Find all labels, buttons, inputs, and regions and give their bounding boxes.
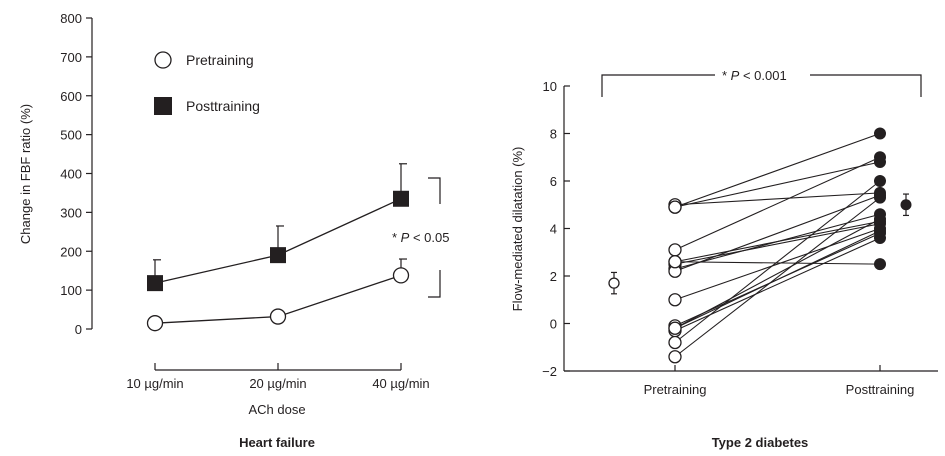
t2d-pair-line [674, 197, 881, 358]
hf-y-tick-label: 0 [75, 322, 82, 337]
t2d-point-posttraining [874, 224, 886, 237]
t2d-caption: Type 2 diabetes [712, 435, 809, 450]
t2d-point-pretraining [668, 350, 682, 364]
t2d-pair-line [674, 180, 881, 343]
t2d-pair-line [674, 218, 881, 329]
t2d-mean-posttraining [900, 199, 912, 211]
legend-marker-posttraining [154, 97, 172, 115]
hf-y-tick-label: 500 [60, 128, 82, 143]
t2d-point-pretraining [668, 243, 682, 257]
hf-significance-star: * [392, 230, 401, 245]
t2d-point-posttraining [874, 175, 886, 187]
t2d-mean-pretraining [608, 277, 620, 289]
t2d-y-tick-label: 4 [550, 222, 557, 237]
t2d-y-tick-label: 0 [550, 317, 557, 332]
t2d-y-axis-label: Flow-mediated dilatation (%) [510, 147, 525, 312]
t2d-bracket-right [810, 74, 922, 97]
t2d-point-pretraining [668, 335, 682, 350]
t2d-significance-star: * [722, 68, 731, 83]
t2d-point-posttraining [874, 258, 886, 271]
t2d-y-tick-label: 10 [543, 79, 557, 94]
hf-significance-bracket: * P < 0.05 [392, 177, 449, 298]
hf-legend: Pretraining Posttraining [154, 51, 260, 115]
t2d-pair-line [674, 194, 881, 272]
hf-y-tick-label: 200 [60, 244, 82, 259]
hf-point-posttraining [270, 247, 286, 264]
t2d-pair-line [674, 237, 881, 332]
hf-y-tick-label: 400 [60, 167, 82, 182]
t2d-bracket-left [601, 74, 715, 97]
t2d-point-posttraining [874, 191, 886, 204]
t2d-significance-text: < 0.001 [739, 68, 786, 83]
t2d-point-pretraining [668, 293, 682, 307]
hf-x-axis-label: ACh dose [248, 402, 305, 417]
t2d-pair-line [674, 223, 881, 265]
t2d-pair-line [674, 161, 881, 208]
t2d-pair-line [674, 227, 881, 301]
hf-bracket-upper [428, 177, 441, 204]
hf-y-tick-label: 800 [60, 11, 82, 26]
hf-significance-p: P [401, 230, 410, 245]
legend-label-pretraining: Pretraining [186, 52, 254, 68]
hf-significance-text: < 0.05 [409, 230, 449, 245]
t2d-point-posttraining [874, 127, 886, 140]
heart-failure-chart: Change in FBF ratio (%) 0 100 200 300 400 500… [18, 11, 449, 450]
t2d-pair-line [674, 132, 881, 208]
t2d-pair-line [674, 192, 881, 206]
t2d-point-posttraining [874, 213, 886, 225]
hf-x-tick-label: 20 µg/min [249, 376, 306, 391]
hf-y-tick-label: 300 [60, 205, 82, 220]
t2d-significance-label: * P < 0.001 [722, 68, 787, 83]
hf-x-tick-label: 40 µg/min [372, 376, 429, 391]
t2d-means [608, 193, 912, 295]
hf-point-posttraining [147, 275, 163, 292]
t2d-pair-line [674, 156, 881, 251]
hf-y-axis: 0 100 200 300 400 500 600 700 800 [60, 11, 93, 337]
t2d-significance-bracket: * P < 0.001 [601, 68, 922, 97]
hf-point-posttraining [393, 190, 409, 207]
t2d-x-tick-label: Pretraining [644, 382, 707, 397]
t2d-significance-p: P [731, 68, 740, 83]
t2d-y-tick-label: 6 [550, 174, 557, 189]
hf-significance-label: * P < 0.05 [392, 230, 449, 245]
hf-x-tick-label: 10 µg/min [126, 376, 183, 391]
t2d-x-tick-label: Posttraining [846, 382, 915, 397]
t2d-x-axis: Pretraining Posttraining [644, 365, 915, 397]
hf-y-tick-label: 100 [60, 283, 82, 298]
hf-y-axis-label: Change in FBF ratio (%) [18, 104, 33, 244]
t2d-pair-line [674, 261, 881, 265]
hf-x-axis: 10 µg/min 20 µg/min 40 µg/min [126, 363, 430, 391]
hf-point-pretraining [392, 267, 410, 284]
t2d-point-pretraining [668, 321, 682, 335]
t2d-paired-lines [674, 132, 881, 358]
hf-caption: Heart failure [239, 435, 315, 450]
hf-point-pretraining [146, 315, 164, 332]
t2d-y-tick-label: −2 [542, 364, 557, 379]
hf-bracket-lower [428, 270, 441, 298]
hf-y-tick-label: 700 [60, 50, 82, 65]
t2d-y-tick-label: 2 [550, 269, 557, 284]
legend-marker-pretraining [154, 51, 172, 69]
t2d-y-tick-label: 8 [550, 127, 557, 142]
t2d-point-pretraining [668, 255, 682, 269]
hf-y-tick-label: 600 [60, 89, 82, 104]
t2d-pair-line [674, 230, 881, 329]
t2d-point-pretraining [668, 200, 682, 214]
legend-label-posttraining: Posttraining [186, 98, 260, 114]
diabetes-chart: Flow-mediated dilatation (%) −2 0 2 4 6 8 10 P… [510, 68, 938, 450]
t2d-points [668, 127, 886, 364]
t2d-y-axis: −2 0 2 4 6 8 10 [542, 79, 570, 379]
hf-series [146, 163, 410, 332]
hf-point-pretraining [269, 308, 287, 325]
t2d-pair-line [674, 213, 881, 270]
t2d-point-posttraining [874, 151, 886, 164]
